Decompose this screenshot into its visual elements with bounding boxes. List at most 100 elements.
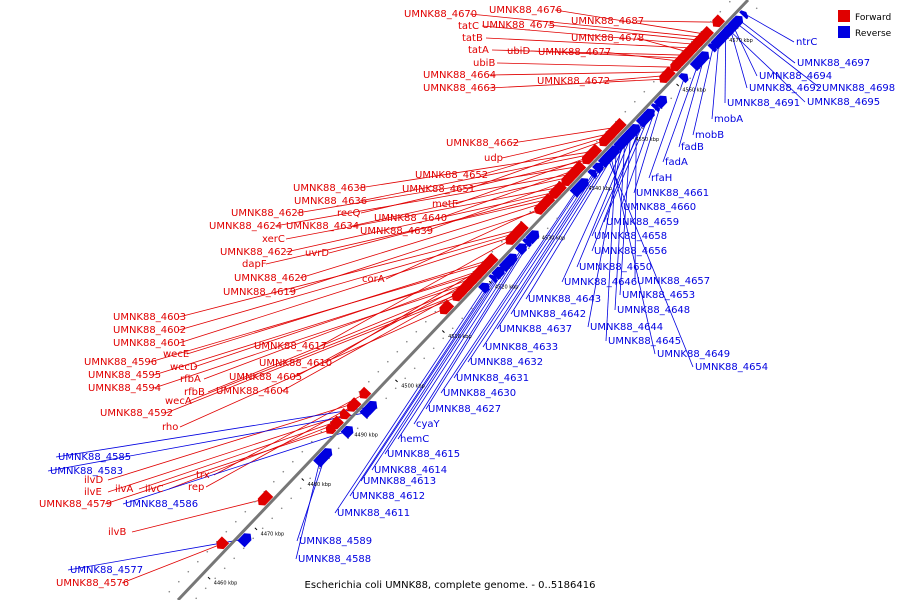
reverse-leader-line [633, 100, 663, 194]
reverse-gene-label: fadB [681, 142, 704, 153]
forward-gene-label: uvrD [305, 248, 329, 259]
reverse-gene-arrow [615, 139, 626, 150]
forward-gene-label: metE [432, 199, 458, 210]
forward-leader-line [511, 126, 618, 144]
track-dot [214, 577, 216, 580]
forward-gene-arrow [439, 299, 455, 315]
tick-label: 4490 kbp [354, 433, 378, 439]
forward-gene-label: UMNK88_4620 [234, 273, 307, 284]
track-dot [206, 550, 209, 553]
forward-gene-label: UMNK88_4595 [88, 370, 161, 381]
track-dot [434, 310, 437, 313]
track-dot [432, 347, 435, 350]
reverse-gene-label: ntrC [796, 37, 817, 48]
forward-gene-arrow [346, 397, 361, 412]
reverse-gene-label: UMNK88_4656 [594, 246, 667, 257]
track-dot [394, 387, 397, 390]
reverse-gene-label: UMNK88_4611 [337, 508, 410, 519]
forward-gene-label: dapF [242, 259, 267, 270]
forward-gene-label: UMNK88_4636 [294, 196, 367, 207]
reverse-leader-line [735, 22, 821, 89]
track-dot [301, 450, 304, 453]
tick-label: 4500 kbp [401, 383, 425, 389]
reverse-leader-line [55, 406, 372, 458]
tick-mark [207, 576, 211, 580]
reverse-gene-arrow [635, 118, 646, 128]
reverse-gene-label: UMNK88_4654 [695, 362, 768, 373]
track-dot [187, 570, 190, 573]
legend: Forward Reverse [838, 10, 892, 39]
forward-gene-arrow [257, 489, 274, 506]
track-dot [292, 460, 294, 463]
track-dot [501, 240, 503, 243]
forward-gene-label: UMNK88_4663 [423, 83, 496, 94]
reverse-gene-arrow [359, 409, 370, 419]
forward-leader-line [554, 9, 706, 35]
track-dot [624, 110, 627, 113]
track-dot [404, 377, 406, 380]
reverse-gene-label: UMNK88_4658 [594, 231, 667, 242]
forward-gene-label: ubiB [473, 58, 495, 69]
forward-gene-label: UMNK88_4601 [113, 338, 186, 349]
reverse-gene-label: UMNK88_4659 [606, 217, 679, 228]
forward-leader-line [203, 276, 476, 380]
forward-gene-label: ilvC [145, 484, 163, 495]
forward-leader-line [178, 235, 514, 344]
reverse-leader-line [295, 460, 321, 560]
forward-leader-line [178, 232, 518, 331]
reverse-leader-line [496, 159, 607, 330]
forward-leader-line [636, 20, 718, 23]
track-dot [233, 557, 235, 560]
forward-gene-arrow [330, 416, 344, 430]
track-dot [337, 447, 340, 450]
forward-leader-line [488, 71, 670, 76]
reverse-leader-line [413, 241, 529, 425]
forward-gene-arrow [359, 386, 372, 399]
reverse-gene-arrow [522, 238, 532, 248]
tick-label: 4560 kbp [682, 87, 706, 93]
forward-leader-line [469, 13, 704, 38]
forward-leader-line [153, 273, 479, 376]
forward-leader-line [547, 24, 701, 41]
reverse-leader-line [397, 247, 523, 440]
forward-gene-label: ubiD [507, 46, 530, 57]
forward-gene-label: ilvD [84, 475, 103, 486]
reverse-gene-arrow [478, 282, 490, 294]
track-dot [689, 77, 691, 80]
reverse-leader-line [467, 172, 594, 363]
forward-gene-arrow [549, 186, 562, 199]
forward-gene-label: UMNK88_4651 [402, 184, 475, 195]
reverse-leader-line [662, 61, 700, 163]
forward-gene-label: UMNK88_4605 [229, 372, 302, 383]
reverse-leader-line [607, 157, 694, 368]
track-dot [634, 100, 636, 103]
reverse-gene-arrow [653, 95, 668, 109]
tick-mark [254, 527, 258, 531]
reverse-gene-label: UMNK88_4589 [299, 536, 372, 547]
reverse-leader-line [67, 538, 246, 571]
forward-leader-line [496, 62, 675, 68]
reverse-leader-line [614, 139, 626, 311]
forward-leader-line [481, 25, 697, 45]
reverse-leader-line [525, 145, 620, 300]
tick-label: 4480 kbp [308, 482, 332, 488]
forward-leader-line [131, 498, 265, 533]
forward-gene-arrow [674, 52, 689, 67]
forward-leader-line [178, 228, 521, 318]
reverse-leader-line [711, 40, 720, 120]
track-dot [320, 430, 323, 433]
track-dot [491, 250, 494, 253]
forward-leader-line [602, 75, 667, 82]
forward-leader-line [485, 37, 693, 49]
tick-label: 4510 kbp [448, 334, 472, 340]
track-dot [282, 470, 285, 473]
legend-reverse-label: Reverse [855, 29, 892, 39]
reverse-leader-line [360, 271, 500, 482]
reverse-gene-label: rfaH [651, 173, 672, 184]
track-dot [197, 560, 199, 563]
reverse-gene-arrow [491, 266, 505, 280]
track-dot [387, 360, 389, 363]
forward-gene-label: UMNK88_4670 [404, 9, 477, 20]
forward-gene-label: recQ [337, 208, 361, 219]
legend-reverse-swatch [838, 26, 850, 38]
